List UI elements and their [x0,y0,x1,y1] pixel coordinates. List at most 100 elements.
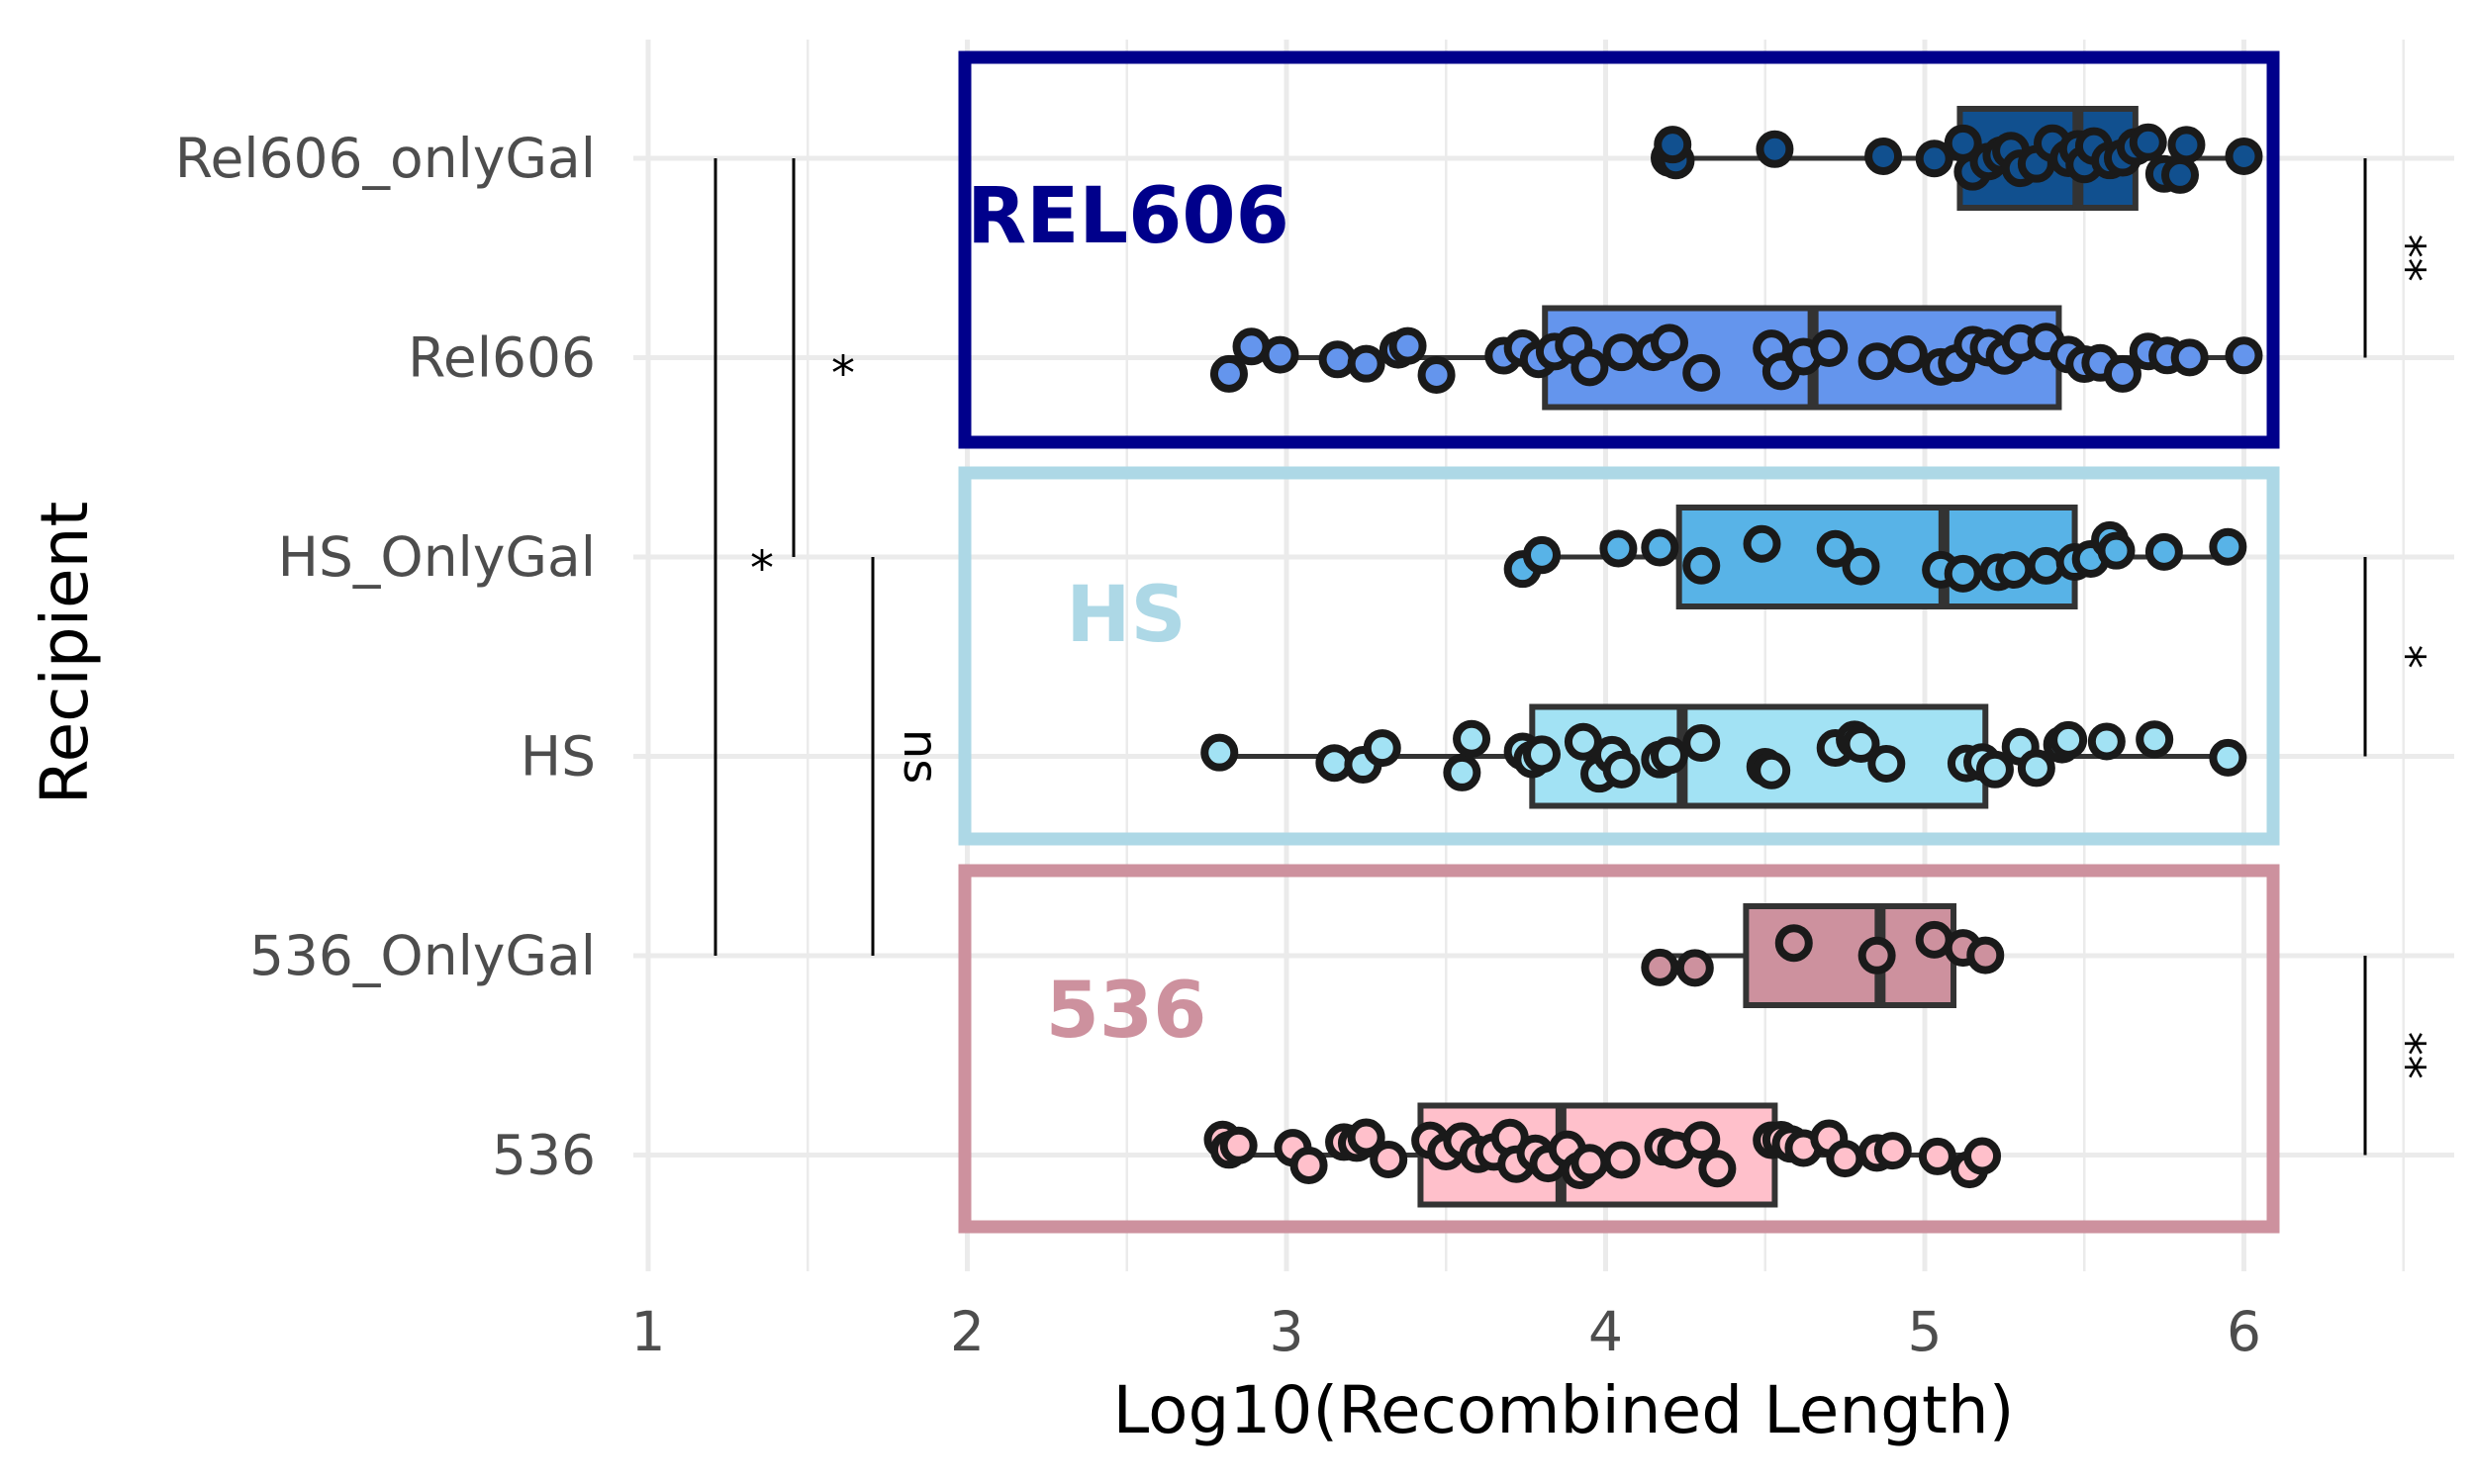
data-point [2087,722,2126,761]
data-point [2209,527,2247,566]
data-point [1417,355,1456,394]
data-point [1599,529,1638,568]
data-points [1200,123,2263,1189]
data-point [1975,750,2014,788]
data-point [2097,531,2136,570]
data-point [1388,326,1427,365]
data-point [1363,729,1401,768]
data-point [1641,948,1679,986]
data-point [1570,348,1609,387]
data-point [1810,328,1849,367]
data-point [1857,936,1896,974]
x-tick-label: 5 [1908,1300,1943,1363]
data-point [1698,1150,1737,1188]
y-tick-label: HS [521,725,596,788]
data-point [1826,1140,1864,1178]
data-point [1995,550,2034,589]
x-tick-label: 3 [1270,1300,1304,1363]
data-point [2136,720,2174,759]
data-point [1347,1118,1385,1157]
group-frame [958,864,2280,1234]
y-tick-label: Rel606_onlyGal [175,127,596,190]
data-point [1873,1132,1912,1170]
data-point [1523,535,1561,574]
data-point [1641,528,1679,567]
data-point [1570,1144,1609,1182]
data-point [1261,335,1299,374]
boxes [1219,106,2244,1208]
x-tick-label: 2 [950,1300,985,1363]
data-point [2144,532,2183,571]
data-point [1918,1137,1956,1175]
data-point [1318,340,1357,379]
x-tick-label: 6 [2227,1300,2261,1363]
group-frame [958,466,2280,846]
data-point [1753,751,1791,789]
data-point [2049,720,2088,759]
data-point [2103,354,2141,393]
data-point [2017,749,2055,788]
data-point [1864,137,1903,175]
data-point [2161,155,2199,194]
data-point [1756,130,1794,168]
data-point [1453,719,1491,758]
group-frame [958,50,2280,449]
y-tick-label: Rel606 [408,326,596,390]
data-point [2225,137,2263,175]
data-point [1347,344,1385,383]
data-point [1682,353,1721,392]
significance-label: * [750,541,774,597]
significance-annotations: **ns***** [714,158,2434,1156]
data-point [1682,546,1721,585]
data-point [1842,547,1880,586]
data-point [2167,126,2206,164]
y-axis-title: Recipient [27,502,103,805]
data-point [1651,324,1688,362]
data-point [1523,735,1561,774]
significance-label: ** [2379,234,2434,282]
group-frames: REL606 HS 536 [958,50,2280,1234]
data-point [1602,333,1641,372]
significance-label: ** [2379,1032,2434,1079]
group-label: 536 [1046,967,1207,1056]
data-point [1816,529,1855,568]
grid [633,40,2454,1271]
data-point [1944,554,1982,593]
y-tick-label: HS_OnlyGal [278,525,596,589]
y-tick-label: 536_OnlyGal [249,924,596,987]
data-point [1602,750,1641,788]
y-tick-label: 536 [492,1124,596,1187]
data-point [1675,949,1714,987]
iqr-box [1743,903,1957,1008]
data-point [1443,753,1481,791]
data-point [1200,733,1239,772]
data-point [1651,736,1688,775]
significance-label: ns [893,729,948,784]
x-axis-title: Log10(Recombined Length) [1112,1372,2014,1448]
axes: Rel606_onlyGal Rel606 HS_OnlyGal HS 536_Only… [175,127,2261,1363]
data-point [1889,334,1928,373]
data-point [1682,724,1721,763]
data-point [1867,744,1906,783]
significance-label: * [2379,645,2434,669]
data-point [1219,1126,1258,1164]
data-point [1209,354,1248,393]
data-point [1966,936,2005,974]
data-point [1743,524,1781,563]
significance-label: * [831,346,855,402]
data-point [1289,1146,1328,1184]
data-point [2225,336,2263,375]
group-label: HS [1066,571,1186,660]
x-tick-label: 1 [631,1300,666,1363]
data-point [1602,1141,1641,1179]
x-tick-label: 4 [1588,1300,1623,1363]
data-point [1370,1140,1408,1178]
data-point [1654,126,1692,164]
data-point [1564,722,1602,761]
data-point [1842,725,1880,764]
data-point [1915,139,1953,178]
data-point [1774,924,1813,963]
group-label: REL606 [967,172,1289,261]
